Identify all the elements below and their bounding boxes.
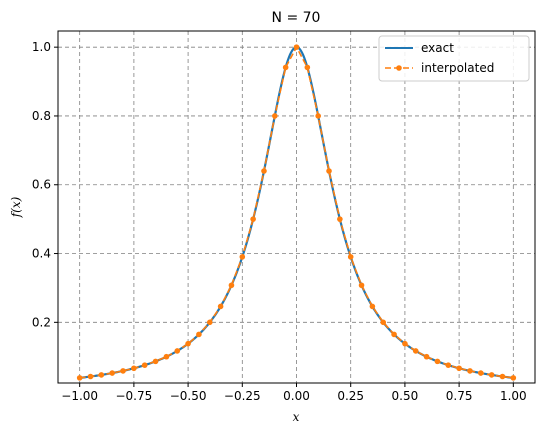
x-tick-label: −0.50: [170, 389, 207, 403]
interpolated-point: [456, 365, 462, 372]
interpolated-point: [293, 44, 300, 50]
interpolated-point: [326, 168, 332, 174]
interpolated-point: [131, 365, 137, 372]
interpolated-point: [228, 282, 235, 289]
interpolated-point: [347, 254, 354, 260]
ticks: −1.00 −0.75 −0.50 −0.25 0.00 0.25 0.50 0.75 1.00…: [32, 40, 527, 403]
interpolated-point: [87, 373, 94, 380]
interpolated-point: [120, 368, 126, 374]
interpolated-point: [510, 375, 517, 381]
legend: exact interpolated: [378, 35, 530, 82]
interpolated-point: [445, 362, 452, 368]
interpolated-point: [477, 370, 484, 376]
interpolated-point: [76, 375, 83, 381]
x-tick-label: 1.00: [500, 389, 527, 403]
interpolated-point: [380, 319, 387, 326]
grid: [58, 31, 535, 383]
y-axis-label: f(x): [9, 196, 23, 218]
interpolated-point: [217, 303, 224, 310]
interpolated-point: [499, 373, 506, 380]
legend-interpolated-label: interpolated: [421, 61, 494, 75]
interpolated-point: [467, 368, 473, 374]
x-tick-label: 0.00: [283, 389, 310, 403]
interpolated-point: [488, 372, 495, 378]
y-tick-label: 1.0: [32, 40, 51, 54]
interpolated-point: [391, 331, 397, 338]
interpolated-point: [239, 254, 246, 260]
interpolated-point: [196, 331, 202, 338]
series-layer: [76, 44, 517, 381]
interpolated-point: [174, 348, 181, 354]
interpolated-point: [434, 358, 441, 365]
x-tick-label: −0.75: [115, 389, 152, 403]
x-tick-label: −1.00: [61, 389, 98, 403]
legend-interpolated-marker: [396, 65, 402, 71]
interpolated-point: [315, 113, 321, 119]
interpolated-point: [369, 303, 376, 310]
interpolated-point: [109, 370, 116, 376]
legend-exact-label: exact: [421, 41, 454, 55]
interpolated-point: [250, 216, 256, 222]
interpolated-point: [304, 64, 311, 71]
interpolated-point: [141, 362, 148, 368]
legend-box: [378, 35, 530, 82]
interpolated-point: [185, 340, 191, 347]
y-tick-label: 0.4: [32, 247, 51, 261]
x-tick-label: 0.75: [446, 389, 473, 403]
x-tick-label: 0.25: [337, 389, 364, 403]
interpolated-point: [272, 113, 278, 119]
x-axis-label: x: [293, 410, 300, 424]
x-tick-label: 0.50: [392, 389, 419, 403]
y-axis-label-group: f(x): [9, 196, 23, 218]
interpolated-point: [98, 372, 105, 378]
interpolated-point: [261, 168, 267, 174]
interpolated-point: [402, 340, 408, 347]
interpolated-point: [152, 358, 159, 365]
interpolated-point: [206, 319, 213, 326]
interpolated-point: [358, 282, 365, 289]
interpolated-point: [337, 216, 343, 222]
y-tick-label: 0.2: [32, 315, 51, 329]
y-tick-label: 0.6: [32, 178, 51, 192]
interpolated-point: [163, 353, 170, 360]
chart-title: N = 70: [272, 10, 321, 26]
interpolated-point: [423, 353, 430, 360]
interpolated-point: [412, 348, 419, 354]
y-tick-label: 0.8: [32, 109, 51, 123]
x-tick-label: −0.25: [224, 389, 261, 403]
interpolated-point: [282, 64, 289, 71]
